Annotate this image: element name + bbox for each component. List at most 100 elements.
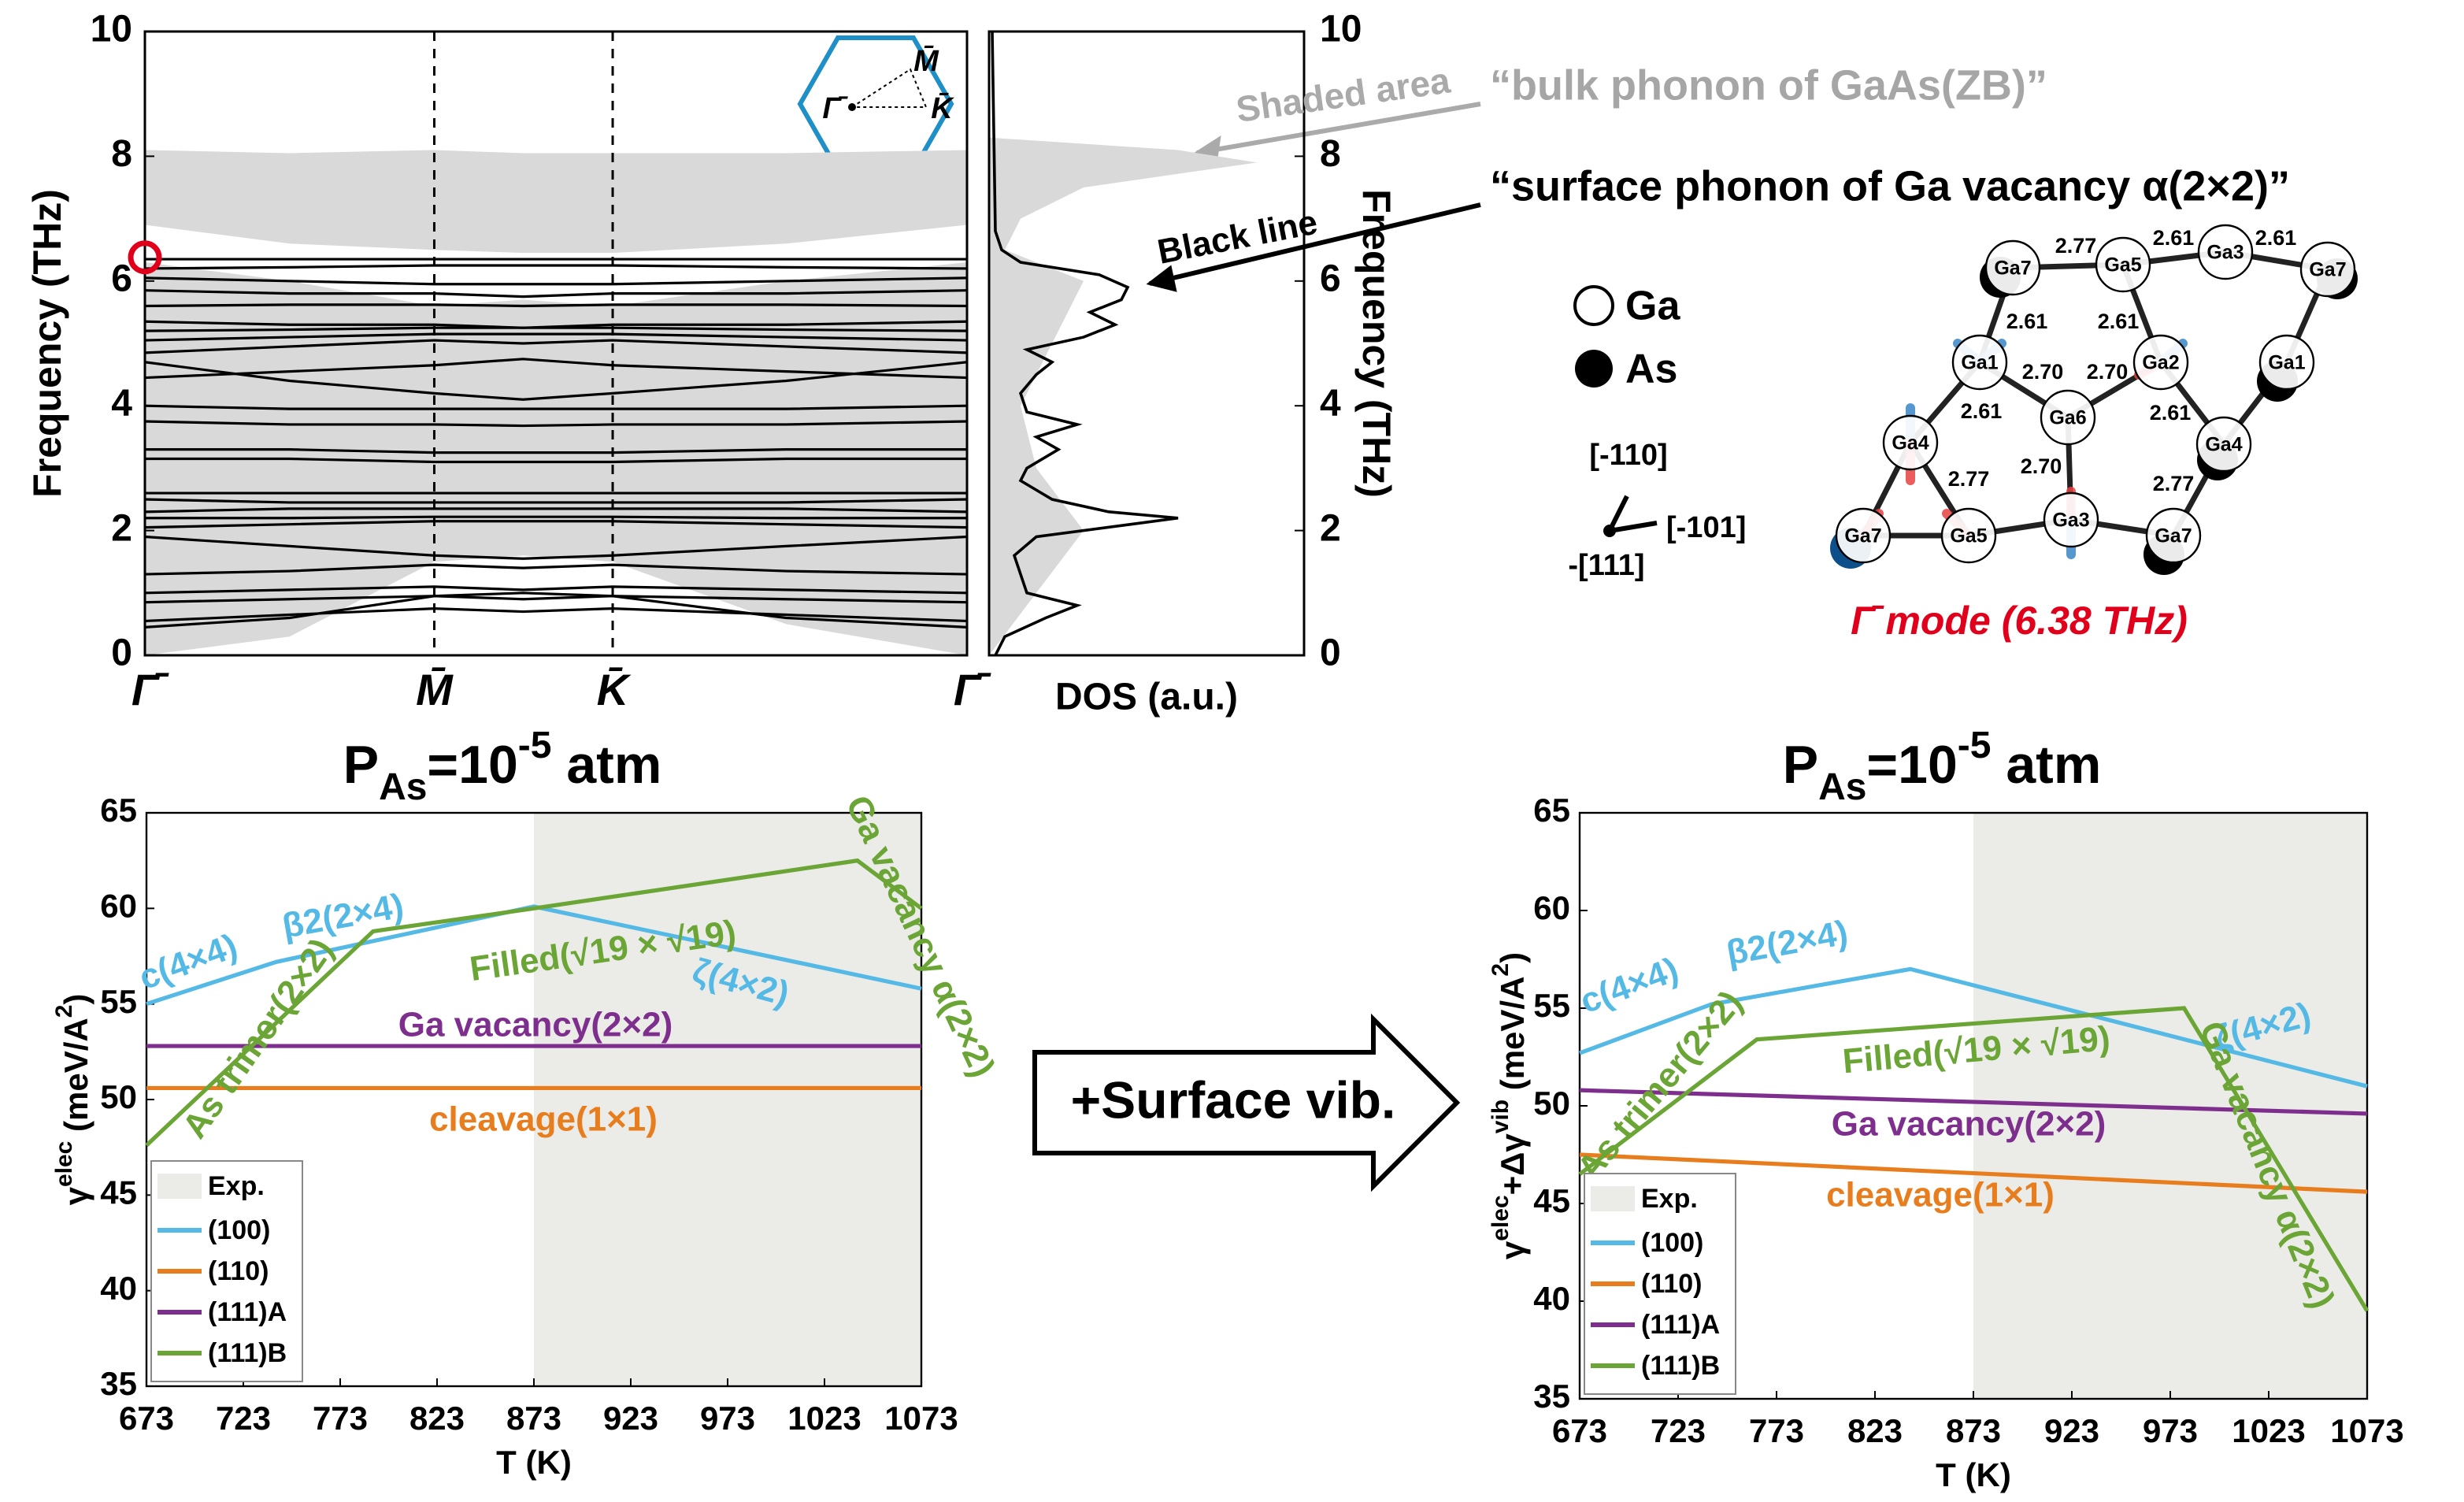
ga-atom [2258, 334, 2315, 391]
y-tick-label: 45 [1533, 1182, 1570, 1219]
arrow-label: +Surface vib. [1071, 1070, 1396, 1129]
ga-atom [2095, 236, 2151, 293]
y-tick-label: 6 [1320, 258, 1341, 299]
y-tick-label: 50 [1533, 1085, 1570, 1122]
zone-center [848, 103, 856, 111]
x-axis-label: T (K) [1936, 1456, 2011, 1493]
ga-atom [2299, 241, 2356, 298]
phonon-band [144, 592, 968, 629]
x-tick-label: 673 [119, 1400, 174, 1437]
legend-label: (110) [208, 1256, 269, 1286]
text-part: (meV/A [1494, 977, 1531, 1100]
y-tick-label: 40 [1533, 1280, 1570, 1317]
atom-label: Ga7 [1994, 258, 2031, 280]
atom-label: Ga4 [2205, 434, 2242, 456]
x-tick-label: 1023 [787, 1400, 861, 1437]
y-tick-label: 40 [100, 1270, 137, 1307]
annotation: “surface phonon of Ga vacancy α(2×2)” [1490, 162, 2290, 210]
legend-label: (100) [208, 1215, 270, 1245]
annotation-arrow [1149, 202, 1481, 286]
phonon-band [145, 515, 967, 520]
plot-frame [987, 30, 1306, 657]
arrow-head [1146, 265, 1177, 292]
bulk-region [145, 150, 967, 254]
phonon-band [144, 326, 968, 332]
x-tick-label: 873 [1946, 1412, 2001, 1449]
y-tick-label: 55 [1533, 987, 1570, 1024]
bond-length: 2.77 [2055, 234, 2097, 258]
arrow-shape [1032, 1013, 1461, 1192]
x-tick-label: M̄ [416, 665, 454, 714]
legend-label: (111)B [1641, 1351, 1720, 1381]
phonon-band [144, 535, 968, 560]
y-tick-label: 4 [111, 383, 132, 425]
ga-atom [1940, 507, 1997, 564]
x-tick-label: 823 [1847, 1412, 1903, 1449]
x-axis-label: T (K) [496, 1444, 572, 1481]
x-tick-label: 723 [216, 1400, 271, 1437]
series-line [1578, 1006, 2370, 1312]
y-tick-label: 8 [1320, 133, 1341, 175]
x-tick-label: 1023 [2232, 1412, 2305, 1449]
phonon-band [144, 289, 968, 299]
line-annotation: Ga vacancy(2×2) [1832, 1105, 2106, 1144]
chart-title: PAs=10-5 atm [343, 725, 662, 808]
x-tick-label: 923 [603, 1400, 658, 1437]
y-axis-label: γelec (meV/A2) [51, 994, 94, 1206]
legend-swatch [157, 1174, 202, 1199]
bond-length: 2.61 [2150, 401, 2192, 425]
text-part: ) [1494, 952, 1531, 963]
annotation: “bulk phonon of GaAs(ZB)” [1490, 61, 2047, 109]
y-tick-label: 0 [1320, 632, 1341, 674]
bond-length: 2.61 [2153, 226, 2195, 250]
text-part: =10 [427, 735, 517, 795]
atom-label: Ga1 [2268, 352, 2305, 374]
legend-label: (111)A [208, 1297, 287, 1327]
bond-length: 2.77 [1948, 467, 1990, 491]
x-tick-label: 1073 [2330, 1412, 2403, 1449]
annotation-arrow [1196, 102, 1481, 155]
ga-atom [2197, 224, 2254, 280]
legend-label: Exp. [1641, 1184, 1698, 1214]
text-part: As [379, 766, 427, 808]
chart-title: PAs=10-5 atm [1783, 725, 2102, 808]
x-tick-label: 973 [700, 1400, 755, 1437]
legend-label: (111)B [208, 1338, 287, 1368]
ga-atom [1951, 334, 2008, 391]
text-part: elec [1488, 1195, 1514, 1241]
atom-label: Ga1 [1961, 352, 1998, 374]
text-part: atm [1991, 735, 2101, 795]
atom-label: Ga7 [2309, 259, 2346, 281]
phonon-band [144, 595, 968, 604]
legend-label: Ga [1625, 284, 1680, 329]
series-line [1579, 966, 2368, 1088]
phonon-band [144, 606, 968, 623]
x-tick-label: 723 [1651, 1412, 1706, 1449]
axis-label: [-110] [1589, 439, 1667, 472]
text-part: elec [51, 1141, 77, 1187]
phonon-band [144, 339, 968, 354]
text-part: P [343, 735, 379, 795]
axis-arrow [1607, 495, 1629, 532]
bond-length: 2.70 [2087, 360, 2129, 384]
legend-label: (110) [1641, 1269, 1703, 1299]
y-tick-label: 10 [1320, 9, 1362, 50]
text-part: =10 [1866, 735, 1957, 795]
legend-label: (100) [1641, 1228, 1703, 1258]
ga-atom [2040, 389, 2096, 446]
phonon-band [144, 303, 968, 308]
series-line [146, 904, 922, 1007]
x-tick-label: K̄ [597, 665, 632, 714]
atom-label: Ga3 [2052, 510, 2089, 532]
text-part: ) [57, 994, 94, 1005]
series-line [1579, 1152, 2368, 1194]
phonon-band [144, 264, 968, 270]
series-line [1579, 1088, 2368, 1116]
y-tick-label: 45 [100, 1174, 137, 1211]
ga-atom [1835, 507, 1892, 564]
text-part: vib [1488, 1100, 1514, 1133]
text-part: -5 [1958, 725, 1992, 766]
bond-length: 2.61 [2255, 226, 2297, 250]
axis-arrow [1609, 521, 1658, 533]
